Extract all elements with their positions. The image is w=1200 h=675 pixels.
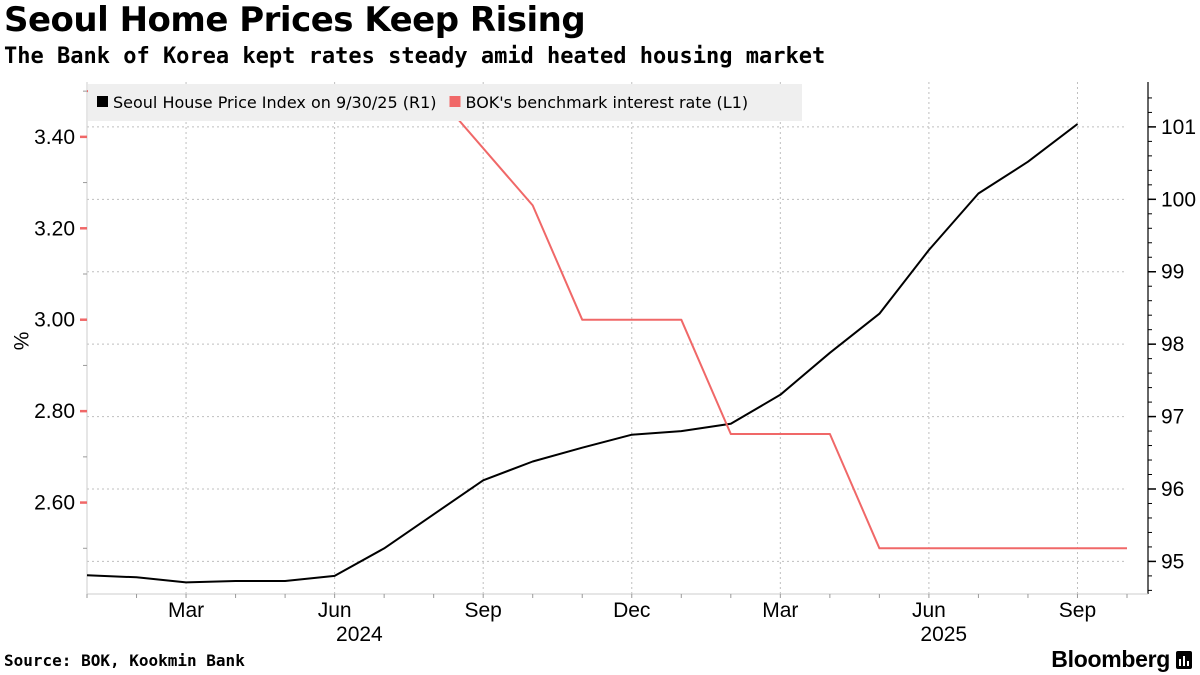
brand-logo: Bloomberg [1051,646,1192,673]
axis-labels: 2.60 2.80 3.00 3.20 3.40% 95 96 97 98 99 100 101 Mar… [9,116,1196,646]
brand-name: Bloomberg [1051,646,1170,672]
legend-box [88,84,802,121]
left-tick-label-2: 3.00 [34,309,75,332]
x-tick-label-2: Sep [465,599,502,622]
series-line-0 [86,123,1079,584]
series-line-1 [87,90,1127,550]
series-layer [86,90,1127,584]
chart-title: Seoul Home Prices Keep Rising [4,0,586,40]
x-year-label-1: 2025 [920,623,967,646]
legend-label-0: Seoul House Price Index on 9/30/25 (R1) [113,93,437,112]
legend: Seoul House Price Index on 9/30/25 (R1) B… [88,84,802,121]
x-tick-label-0: Mar [168,599,204,622]
left-tick-label-0: 2.60 [34,492,75,515]
axes [80,82,1156,598]
right-tick-label-4: 99 [1161,261,1184,284]
right-tick-label-6: 101 [1161,116,1196,139]
left-tick-label-1: 2.80 [34,400,75,423]
legend-swatch-1 [449,96,461,107]
chart-subtitle: The Bank of Korea kept rates steady amid… [4,44,826,69]
right-tick-label-1: 96 [1161,478,1184,501]
right-tick-label-3: 98 [1161,333,1184,356]
left-tick-label-3: 3.20 [34,217,75,240]
left-tick-label-4: 3.40 [34,126,75,149]
right-tick-label-2: 97 [1161,406,1184,429]
x-tick-label-4: Mar [762,599,798,622]
bloomberg-terminal-icon [1176,650,1192,669]
x-tick-label-6: Sep [1059,599,1096,622]
x-tick-label-1: Jun [318,599,352,622]
legend-label-1: BOK's benchmark interest rate (L1) [466,93,749,112]
source-note: Source: BOK, Kookmin Bank [4,651,245,670]
left-axis-label: % [9,332,32,351]
right-tick-label-0: 95 [1161,550,1184,573]
x-tick-label-3: Dec [613,599,650,622]
x-year-label-0: 2024 [336,623,383,646]
grid-lines [87,82,1127,594]
x-tick-label-5: Jun [912,599,946,622]
legend-swatch-0 [97,96,108,107]
right-tick-label-5: 100 [1161,188,1196,211]
